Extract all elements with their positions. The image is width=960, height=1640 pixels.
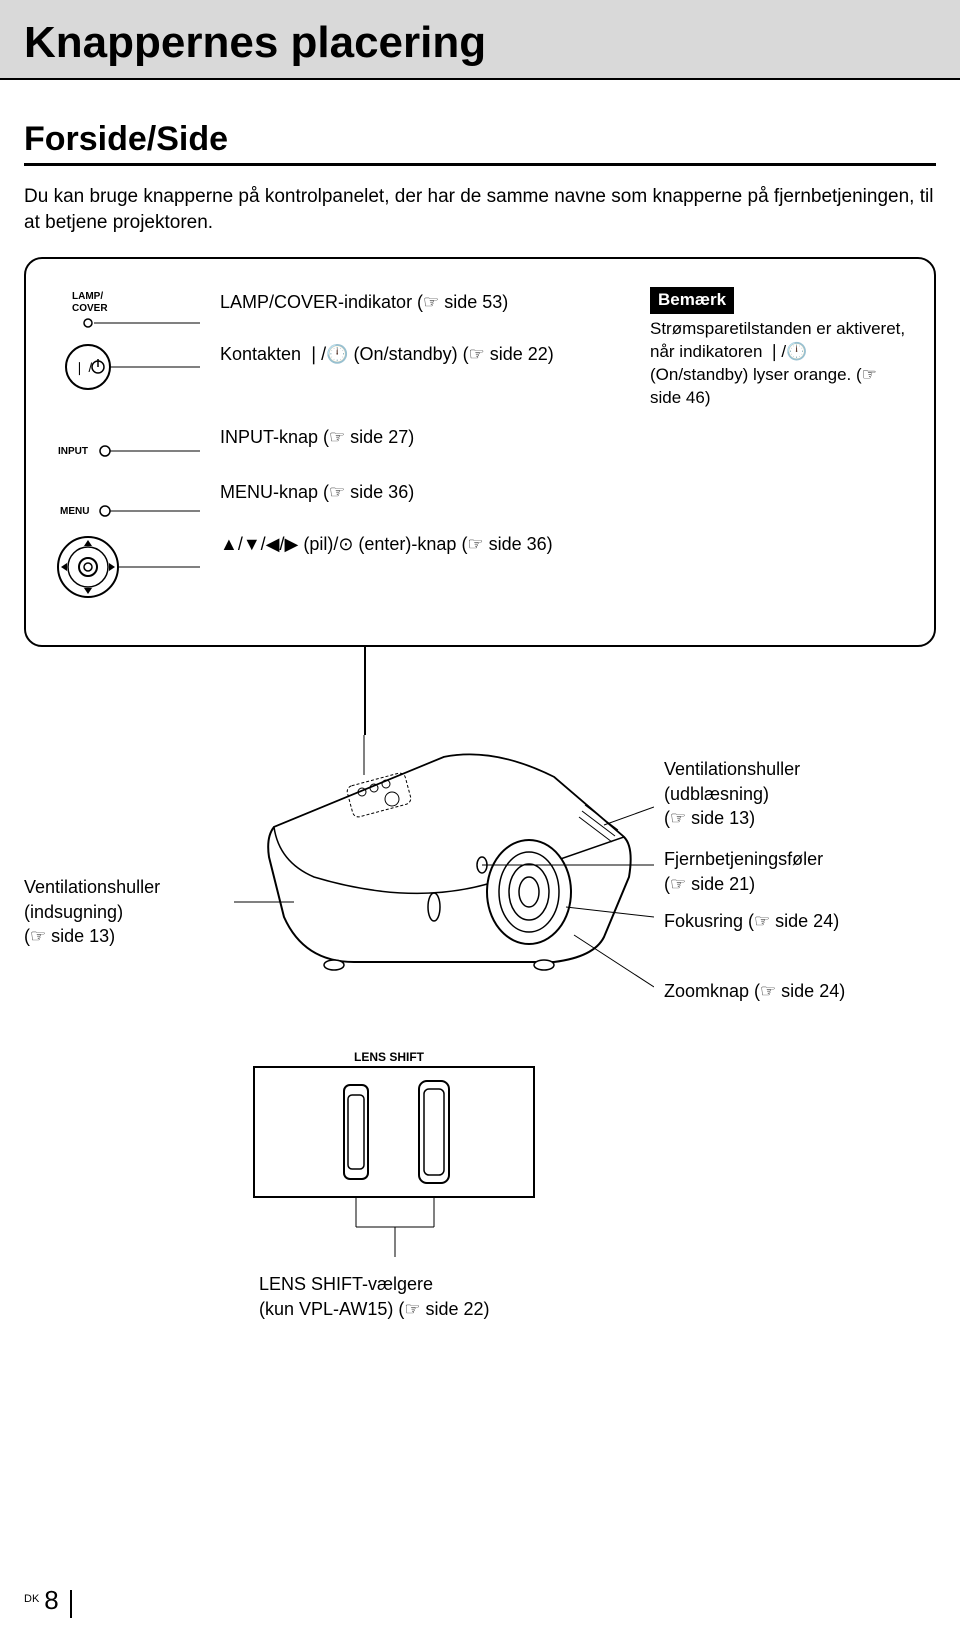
lens-shift-diagram: LENS SHIFT [224, 1047, 564, 1277]
label-line: (☞ side 13) [664, 806, 924, 830]
label-line: Ventilationshuller [664, 757, 924, 781]
label-line: (☞ side 21) [664, 872, 924, 896]
note-block: Bemærk Strømsparetilstanden er aktiveret… [650, 287, 910, 617]
page-number: DK 8 [24, 1585, 72, 1618]
power-label: Kontakten ❘/🕛 (On/standby) (☞ side 22) [220, 343, 630, 366]
projector-area: Ventilationshuller (indsugning) (☞ side … [24, 647, 936, 1407]
svg-text:LAMP/: LAMP/ [72, 291, 103, 302]
focus-ring-label: Fokusring (☞ side 24) [664, 909, 924, 933]
projector-diagram [234, 707, 654, 1007]
arrows-label: ▲/▼/◀/▶ (pil)/⊙ (enter)-knap (☞ side 36) [220, 533, 630, 556]
lamp-label: LAMP/COVER-indikator (☞ side 53) [220, 291, 630, 314]
svg-text:COVER: COVER [72, 303, 108, 314]
note-tag: Bemærk [650, 287, 734, 314]
title-bar: Knappernes placering [0, 0, 960, 80]
svg-text:❘ /: ❘ / [74, 360, 93, 376]
svg-text:INPUT: INPUT [58, 446, 88, 457]
label-line: Fokusring (☞ side 24) [664, 909, 924, 933]
input-label: INPUT-knap (☞ side 27) [220, 426, 630, 449]
subtitle-underline [24, 163, 936, 166]
lens-shift-text: LENS SHIFT [354, 1050, 425, 1064]
svg-text:MENU: MENU [60, 506, 89, 517]
remote-sensor-label: Fjernbetjeningsføler (☞ side 21) [664, 847, 924, 896]
page-title: Knappernes placering [24, 18, 936, 68]
zoom-knob-label: Zoomknap (☞ side 24) [664, 979, 924, 1003]
control-labels: LAMP/COVER-indikator (☞ side 53) Kontakt… [220, 287, 630, 617]
label-line: LENS SHIFT-vælgere [259, 1272, 659, 1296]
control-panel-diagram: LAMP/ COVER ❘ / INPUT MENU [50, 287, 200, 617]
label-line: (kun VPL-AW15) (☞ side 22) [259, 1297, 659, 1321]
menu-label: MENU-knap (☞ side 36) [220, 481, 630, 504]
subtitle: Forside/Side [24, 120, 936, 159]
intro-text: Du kan bruge knapperne på kontrolpanelet… [24, 184, 936, 235]
control-panel-box: LAMP/ COVER ❘ / INPUT MENU [24, 257, 936, 647]
page-num-value: 8 [44, 1585, 58, 1615]
note-body: Strømsparetilstanden er aktiveret, når i… [650, 318, 910, 410]
page-prefix: DK [24, 1593, 39, 1605]
vent-intake-label: Ventilationshuller (indsugning) (☞ side … [24, 875, 224, 948]
label-line: (udblæsning) [664, 782, 924, 806]
label-line: (☞ side 13) [24, 924, 224, 948]
lens-shift-label: LENS SHIFT-vælgere (kun VPL-AW15) (☞ sid… [259, 1272, 659, 1321]
label-line: (indsugning) [24, 900, 224, 924]
label-line: Fjernbetjeningsføler [664, 847, 924, 871]
label-line: Ventilationshuller [24, 875, 224, 899]
vent-exhaust-label: Ventilationshuller (udblæsning) (☞ side … [664, 757, 924, 830]
label-line: Zoomknap (☞ side 24) [664, 979, 924, 1003]
